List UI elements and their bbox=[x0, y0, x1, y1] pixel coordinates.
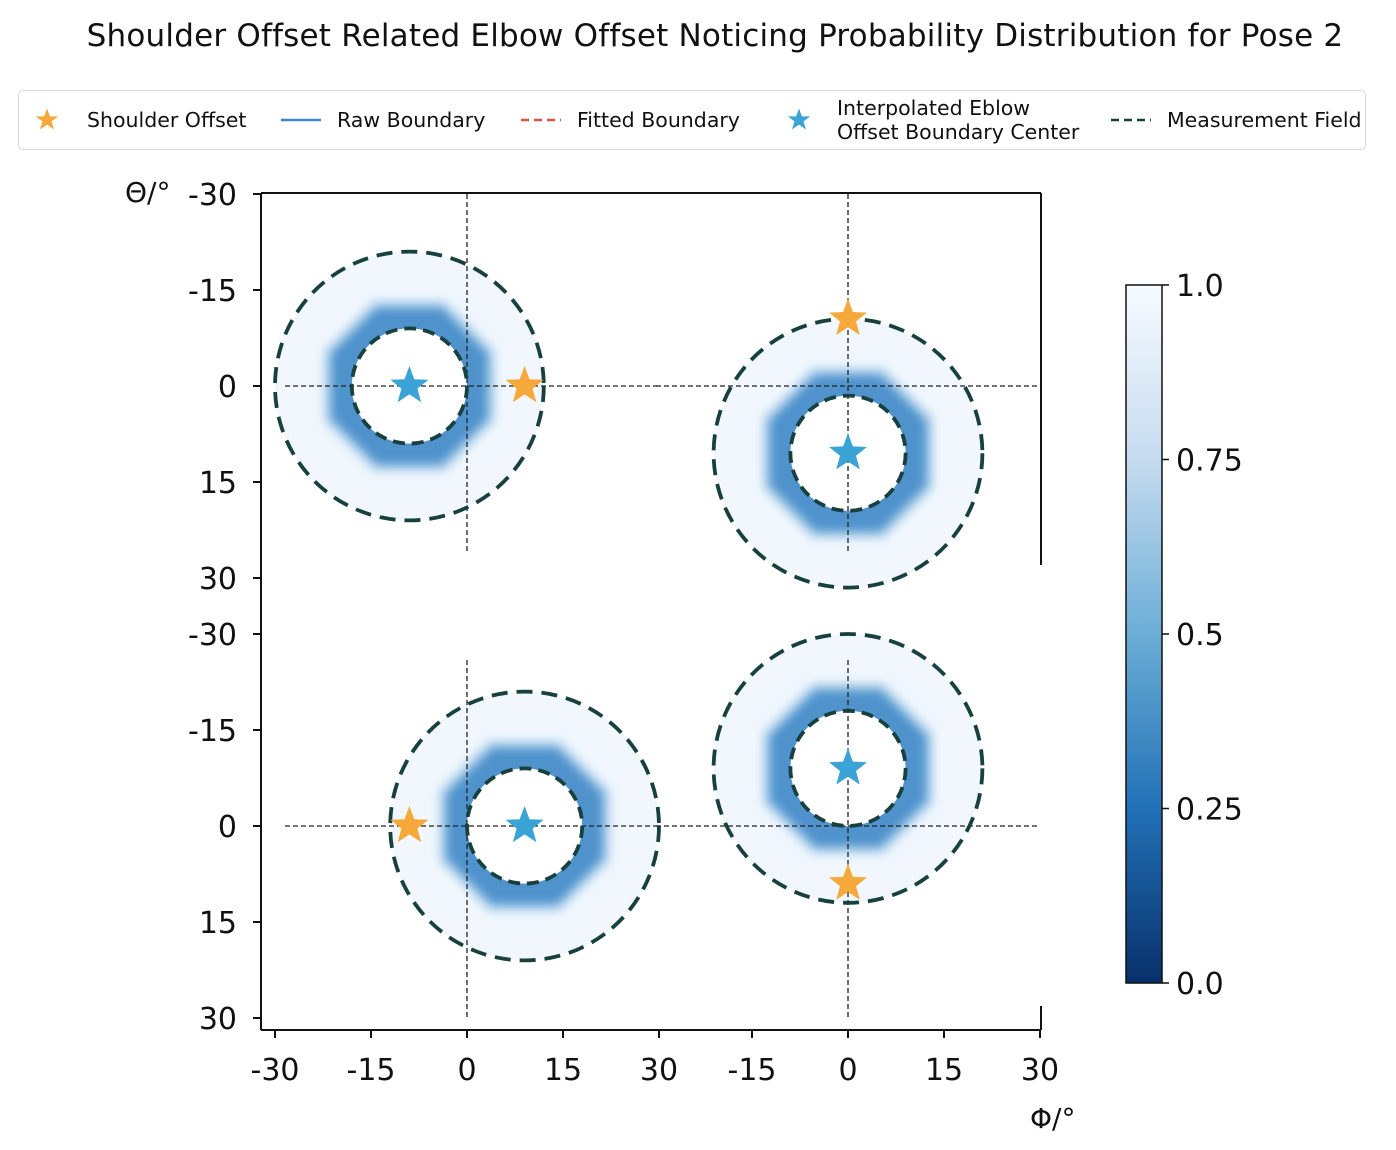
x-tick-label: 15 bbox=[925, 1053, 963, 1088]
legend-label-line1: Interpolated Eblow bbox=[837, 96, 1031, 120]
x-tick-label: 30 bbox=[1021, 1053, 1059, 1088]
legend: Shoulder Offset Raw Boundary Fitted Boun… bbox=[18, 90, 1366, 150]
legend-label: Measurement Field bbox=[1167, 108, 1362, 132]
legend-item-measurement-field: Measurement Field bbox=[1111, 91, 1362, 149]
measurement-field-outer bbox=[273, 249, 546, 523]
x-tick-label: 15 bbox=[544, 1053, 582, 1088]
x-axis-label: Φ/° bbox=[1030, 1102, 1075, 1135]
axes-layer: -30 -15 0 15 30 -30 -15 0 15 30 -30 -15 0 15 30 -15 0 15 3… bbox=[125, 176, 1075, 1135]
colorbar-gradient bbox=[1125, 284, 1163, 984]
legend-label: Fitted Boundary bbox=[577, 108, 740, 132]
y-tick-label: 15 bbox=[199, 466, 237, 501]
measurement-field-inner bbox=[788, 393, 908, 513]
y-tick-label: 0 bbox=[218, 810, 237, 845]
chart-title: Shoulder Offset Related Elbow Offset Not… bbox=[86, 18, 1344, 54]
colorbar-tick-label: 0.75 bbox=[1176, 444, 1243, 479]
legend-label-line2: Offset Boundary Center bbox=[837, 120, 1080, 144]
colorbar-tick-label: 0.0 bbox=[1176, 967, 1224, 1002]
y-tick-label: 15 bbox=[199, 906, 237, 941]
y-tick-label: 30 bbox=[199, 1002, 237, 1037]
y-tick-label: -30 bbox=[188, 618, 237, 653]
shoulder-offset-star bbox=[829, 298, 867, 335]
colorbar-tick-label: 1.0 bbox=[1176, 269, 1224, 304]
boundary-center-star bbox=[829, 748, 867, 785]
colorbar-tick-label: 0.5 bbox=[1176, 618, 1224, 653]
x-tick-label: 0 bbox=[457, 1053, 476, 1088]
y-tick-label: 0 bbox=[218, 370, 237, 405]
legend-item-boundary-center: Interpolated Eblow Offset Boundary Cente… bbox=[781, 91, 1079, 149]
y-tick-label: -30 bbox=[188, 178, 237, 213]
x-tick-label: -15 bbox=[728, 1053, 777, 1088]
panel-bottom-left bbox=[285, 660, 661, 1018]
shoulder-offset-star bbox=[829, 863, 867, 900]
panel-top-left bbox=[273, 194, 659, 552]
y-tick-label: 30 bbox=[199, 562, 237, 597]
legend-label: Shoulder Offset bbox=[87, 108, 247, 132]
star-icon bbox=[31, 108, 71, 132]
star-icon bbox=[781, 108, 821, 132]
measurement-field-inner bbox=[465, 766, 585, 886]
x-tick-label: -15 bbox=[347, 1053, 396, 1088]
panels-layer bbox=[273, 194, 1040, 1018]
boundary-center-star bbox=[829, 433, 867, 470]
dashed-line-icon bbox=[521, 108, 561, 132]
boundary-center-star bbox=[390, 366, 429, 403]
shoulder-offset-star bbox=[390, 806, 429, 843]
legend-label: Interpolated Eblow Offset Boundary Cente… bbox=[837, 96, 1079, 144]
legend-label: Raw Boundary bbox=[337, 108, 486, 132]
x-tick-label: 0 bbox=[838, 1053, 857, 1088]
colorbar-tick-label: 0.25 bbox=[1176, 793, 1243, 828]
x-tick-label: 30 bbox=[640, 1053, 678, 1088]
y-axis-label: Θ/° bbox=[125, 176, 170, 209]
measurement-field-inner bbox=[349, 326, 469, 446]
colorbar: 1.0 0.75 0.5 0.25 0.0 bbox=[1125, 269, 1243, 1002]
legend-item-shoulder-offset: Shoulder Offset bbox=[31, 91, 246, 149]
shoulder-offset-star bbox=[505, 366, 544, 403]
legend-item-fitted-boundary: Fitted Boundary bbox=[521, 91, 740, 149]
panel-bottom-right bbox=[656, 632, 1040, 1018]
x-tick-label: -30 bbox=[251, 1053, 300, 1088]
boundary-center-star bbox=[505, 806, 544, 843]
y-tick-label: -15 bbox=[188, 274, 237, 309]
legend-item-raw-boundary: Raw Boundary bbox=[281, 91, 485, 149]
panel-top-right bbox=[656, 194, 1040, 590]
y-tick-label: -15 bbox=[188, 714, 237, 749]
measurement-field-inner bbox=[788, 708, 908, 828]
measurement-field-outer bbox=[711, 632, 985, 905]
solid-line-icon bbox=[281, 108, 321, 132]
dashed-line-icon bbox=[1111, 108, 1151, 132]
